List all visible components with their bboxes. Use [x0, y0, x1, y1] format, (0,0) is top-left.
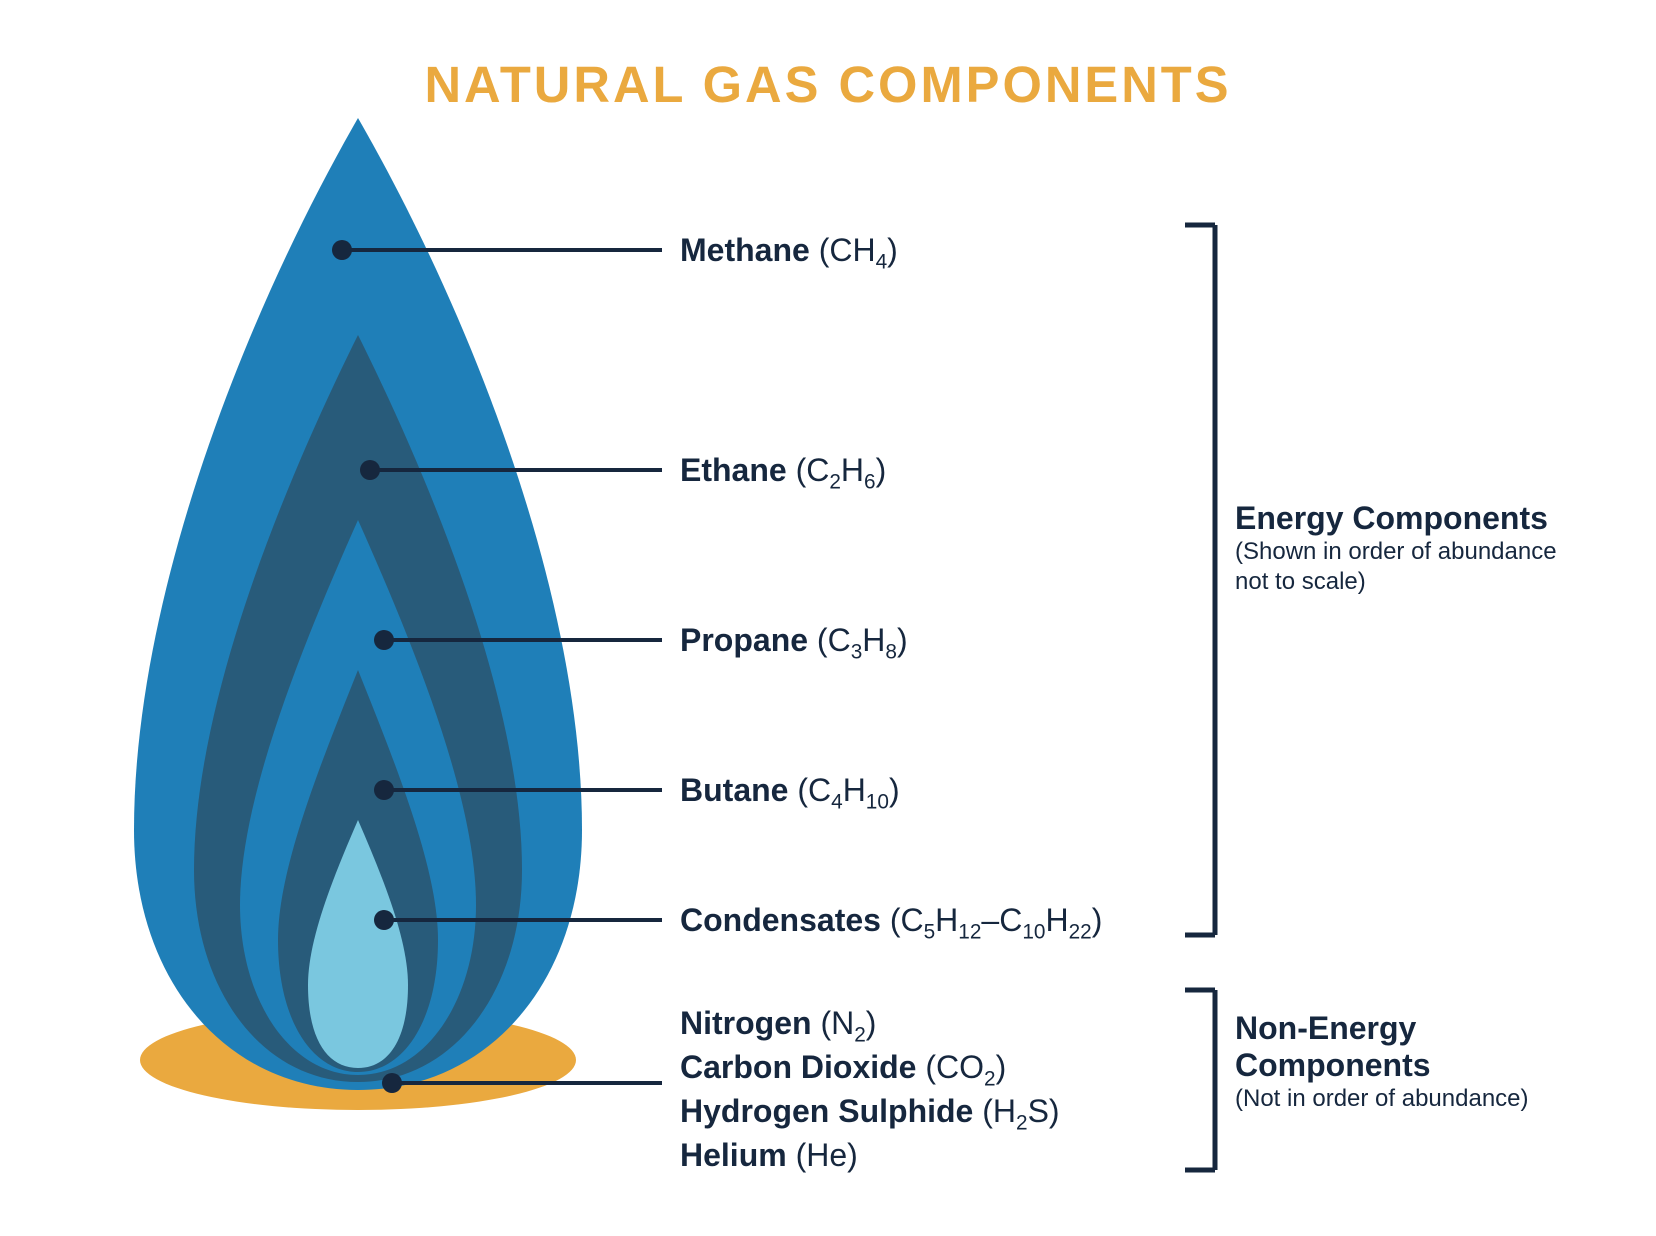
non-energy-label-name: Carbon Dioxide: [680, 1049, 916, 1085]
bracket-nonenergy-label: Non-Energy Components (Not in order of a…: [1235, 1010, 1575, 1114]
non-energy-label-2: Hydrogen Sulphide (H2S): [680, 1093, 1060, 1130]
bracket-nonenergy-title: Non-Energy Components: [1235, 1010, 1575, 1084]
energy-label-name: Condensates: [680, 902, 881, 938]
non-energy-label-name: Helium: [680, 1137, 787, 1173]
non-energy-label-formula: (CO2): [925, 1049, 1006, 1085]
page-title: NATURAL GAS COMPONENTS: [0, 55, 1656, 114]
bracket-energy-note: (Shown in order of abundance not to scal…: [1235, 537, 1575, 597]
bracket-nonenergy-note: (Not in order of abundance): [1235, 1084, 1575, 1114]
energy-label-0: Methane (CH4): [680, 232, 898, 269]
energy-label-formula: (C2H6): [796, 452, 887, 488]
energy-label-formula: (CH4): [819, 232, 898, 268]
bracket-energy-label: Energy Components (Shown in order of abu…: [1235, 500, 1575, 597]
energy-label-formula: (C4H10): [797, 772, 899, 808]
bracket-energy-title: Energy Components: [1235, 500, 1575, 537]
energy-label-name: Propane: [680, 622, 808, 658]
non-energy-label-name: Nitrogen: [680, 1005, 812, 1041]
energy-label-name: Butane: [680, 772, 788, 808]
energy-label-3: Butane (C4H10): [680, 772, 900, 809]
non-energy-label-0: Nitrogen (N2): [680, 1005, 876, 1042]
energy-label-name: Methane: [680, 232, 810, 268]
non-energy-label-1: Carbon Dioxide (CO2): [680, 1049, 1006, 1086]
non-energy-label-name: Hydrogen Sulphide: [680, 1093, 973, 1129]
non-energy-label-formula: (N2): [820, 1005, 876, 1041]
energy-label-formula: (C5H12–C10H22): [890, 902, 1103, 938]
infographic-stage: { "title": { "text": "NATURAL GAS COMPON…: [0, 0, 1656, 1236]
energy-label-name: Ethane: [680, 452, 787, 488]
non-energy-label-formula: (H2S): [982, 1093, 1059, 1129]
energy-label-2: Propane (C3H8): [680, 622, 908, 659]
non-energy-label-3: Helium (He): [680, 1137, 858, 1174]
energy-label-1: Ethane (C2H6): [680, 452, 886, 489]
energy-label-4: Condensates (C5H12–C10H22): [680, 902, 1102, 939]
non-energy-label-formula: (He): [796, 1137, 858, 1173]
energy-label-formula: (C3H8): [817, 622, 908, 658]
